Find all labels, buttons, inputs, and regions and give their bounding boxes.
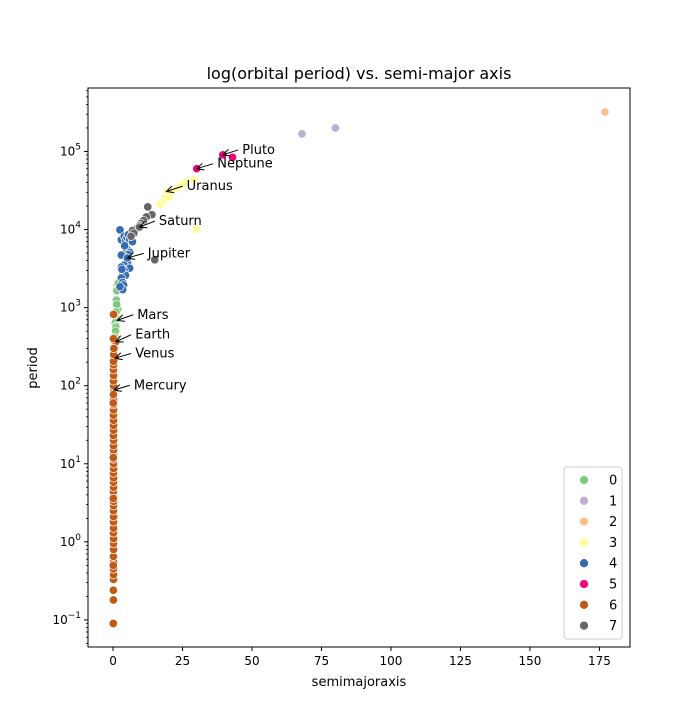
legend-label-3: 3: [609, 536, 617, 551]
legend-marker-4: [579, 558, 589, 569]
data-point-series-2: [600, 107, 610, 117]
data-point-series-6: [108, 453, 118, 463]
x-tick-label: 150: [518, 654, 541, 668]
x-tick-label: 175: [588, 654, 611, 668]
x-tick-label: 0: [109, 654, 117, 668]
data-point-series-6: [108, 560, 118, 570]
data-point-series-4: [115, 282, 125, 292]
legend-label-6: 6: [609, 598, 617, 613]
legend-label-4: 4: [609, 557, 617, 572]
plot-frame: [87, 87, 631, 648]
annotation-arrow-head: [116, 314, 126, 322]
x-tick-label: 50: [244, 654, 259, 668]
annotation-arrow-head: [138, 220, 148, 229]
data-point-series-6: [108, 595, 118, 605]
legend-marker-6: [579, 599, 589, 610]
data-point-series-6: [108, 585, 118, 595]
chart-title: log(orbital period) vs. semi-major axis: [207, 64, 512, 83]
data-point-series-6: [108, 398, 118, 408]
annotation-label-jupiter: Jupiter: [147, 246, 191, 261]
legend-label-1: 1: [609, 494, 617, 509]
annotation-arrow-line: [139, 220, 156, 228]
data-point-series-6: [108, 493, 118, 503]
annotation-label-pluto: Pluto: [242, 143, 275, 158]
annotation-arrow-head: [114, 335, 124, 343]
data-point-series-7: [150, 255, 160, 265]
annotation-arrow-head: [221, 149, 231, 157]
data-point-series-5: [227, 152, 238, 162]
data-point-series-4: [117, 264, 127, 274]
annotation-label-neptune: Neptune: [217, 157, 273, 172]
data-point-series-3: [180, 177, 190, 188]
legend-marker-7: [579, 620, 589, 631]
axis-ticks: 0 25 50 75 100 125 150 175 10−1 100 101 102 103 104 10…: [52, 90, 611, 668]
annotation-label-saturn: Saturn: [159, 214, 202, 229]
x-tick-label: 100: [380, 654, 403, 668]
annotation-arrow-head: [113, 352, 123, 361]
annotation-label-earth: Earth: [135, 328, 170, 343]
data-point-series-1: [330, 123, 340, 133]
planet-annotations: Mercury Venus Earth Mars Jupiter Saturn Uranus…: [113, 143, 275, 393]
legend-box: [563, 466, 623, 640]
legend-marker-1: [579, 495, 589, 506]
data-point-series-6: [108, 618, 118, 629]
data-point-series-0: [112, 299, 122, 309]
legend-label-2: 2: [609, 515, 617, 530]
legend-marker-5: [579, 579, 589, 589]
legend-marker-0: [579, 475, 589, 485]
y-tick-label: 102: [60, 377, 81, 393]
annotation-arrow-head: [165, 185, 175, 194]
annotation-arrow-head: [195, 162, 205, 171]
data-point-series-7: [126, 231, 136, 241]
y-tick-label: 105: [60, 142, 81, 158]
annotation-label-mercury: Mercury: [134, 378, 187, 393]
data-point-series-1: [297, 129, 307, 139]
y-tick-label: 101: [60, 455, 81, 471]
data-point-series-3: [191, 224, 201, 234]
data-point-series-4: [120, 241, 130, 251]
annotation-arrow-line: [113, 384, 131, 391]
annotation-label-mars: Mars: [137, 308, 169, 323]
y-tick-label: 104: [60, 221, 81, 237]
annotation-arrow-head: [113, 384, 122, 392]
legend-marker-2: [579, 516, 589, 527]
data-point-series-7: [143, 202, 153, 212]
x-axis-label: semimajoraxis: [312, 675, 407, 690]
legend-label-5: 5: [609, 578, 617, 593]
y-axis-label: period: [26, 347, 41, 388]
x-tick-label: 125: [449, 654, 472, 668]
annotation-arrow-line: [196, 163, 214, 170]
legend-label-0: 0: [609, 474, 617, 489]
legend-marker-3: [579, 537, 589, 548]
annotation-label-venus: Venus: [135, 346, 174, 361]
data-point-series-6: [108, 390, 118, 400]
annotation-arrow-line: [222, 149, 239, 156]
x-tick-label: 75: [314, 654, 329, 668]
annotation-label-uranus: Uranus: [187, 179, 233, 194]
data-point-series-6: [109, 343, 119, 353]
data-points: [108, 107, 610, 629]
annotation-arrow-line: [166, 185, 183, 192]
data-point-series-4: [115, 225, 125, 235]
y-tick-label: 103: [60, 299, 81, 315]
annotation-arrow-line: [127, 252, 144, 259]
legend-label-7: 7: [609, 619, 617, 634]
data-point-series-6: [109, 309, 119, 319]
annotation-arrow-head: [126, 252, 136, 260]
data-point-series-6: [108, 334, 118, 344]
y-tick-label: 10−1: [52, 611, 81, 627]
legend: 0 1 2 3 4 5 6 7: [563, 466, 623, 640]
x-tick-label: 25: [175, 654, 190, 668]
annotation-arrow-line: [117, 314, 134, 321]
annotation-arrow-line: [115, 334, 132, 343]
annotation-arrow-line: [114, 352, 132, 359]
data-point-series-3: [164, 192, 174, 202]
y-tick-label: 100: [60, 533, 81, 549]
data-point-series-3: [189, 175, 199, 185]
